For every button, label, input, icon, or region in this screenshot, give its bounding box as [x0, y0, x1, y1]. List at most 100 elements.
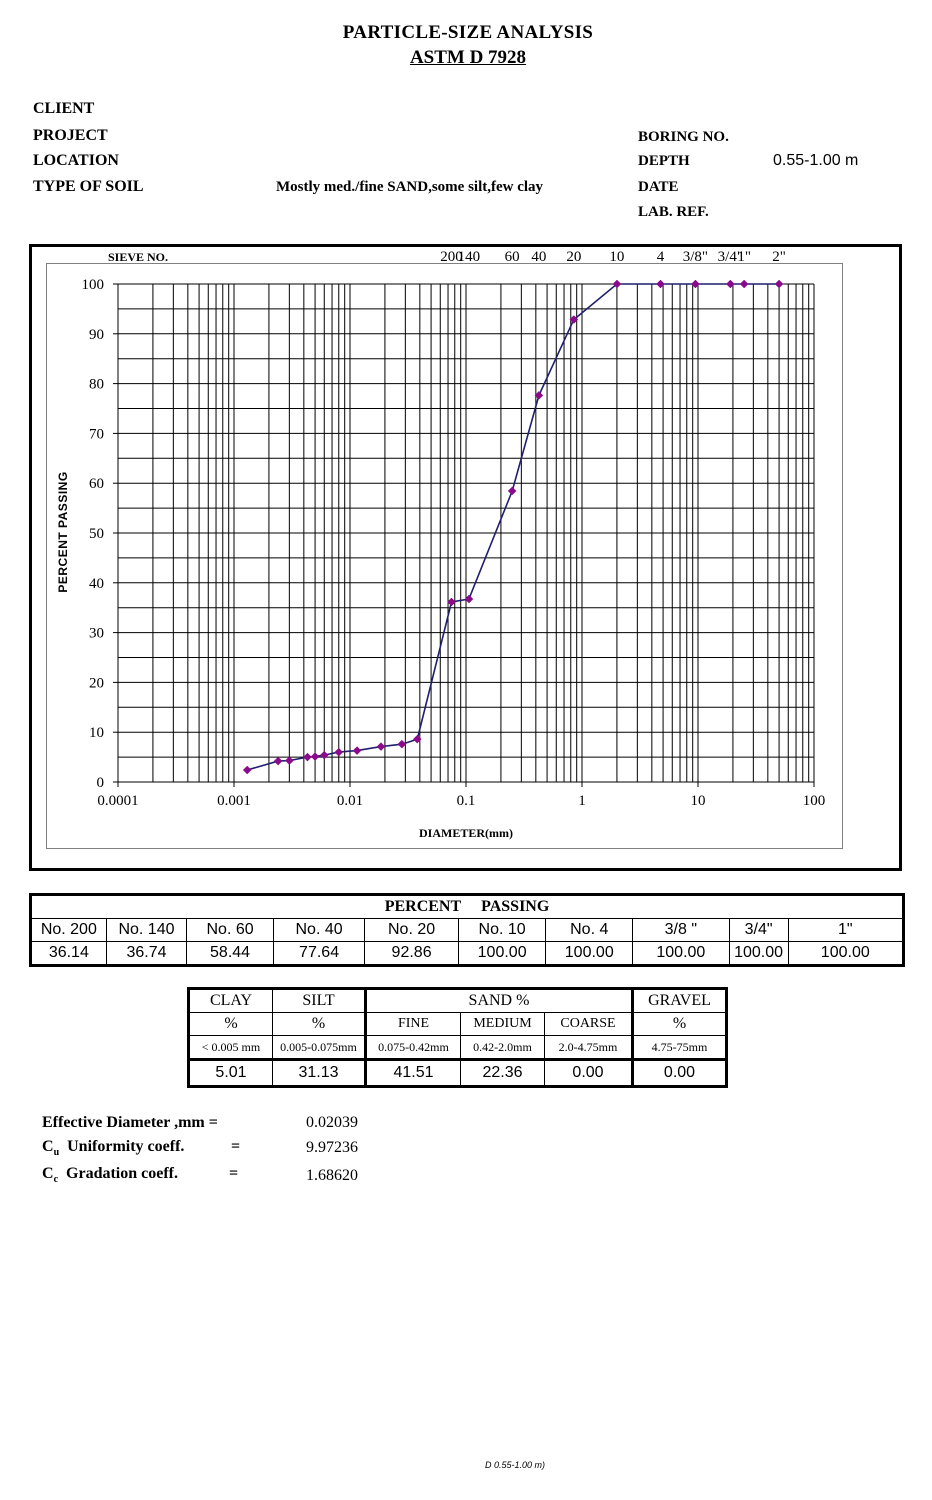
passing-header-2: No. 60 — [186, 918, 274, 942]
sieve-label: 20 — [566, 249, 581, 265]
x-tick-label: 1 — [578, 793, 586, 809]
passing-value-8: 100.00 — [728, 941, 789, 966]
passing-header-7: 3/8 " — [632, 918, 730, 942]
passing-value-9: 100.00 — [787, 941, 905, 966]
passing-header-3: No. 40 — [272, 918, 366, 942]
data-point — [310, 752, 320, 761]
y-tick-label: 90 — [89, 327, 104, 343]
soil-type-label: TYPE OF SOIL — [33, 178, 144, 195]
y-axis-label: PERCENT PASSING — [56, 471, 70, 592]
data-point — [412, 734, 422, 744]
medium-range: 0.42-2.0mm — [460, 1035, 545, 1060]
fine-value: 41.51 — [364, 1058, 461, 1087]
gradation-curve — [246, 283, 780, 771]
passing-header-9: 1" — [787, 918, 905, 942]
report-standard: ASTM D 7928 — [409, 47, 527, 68]
passing-value-6: 100.00 — [545, 941, 634, 966]
passing-header-6: No. 4 — [545, 918, 634, 942]
labref-label: LAB. REF. — [638, 204, 709, 220]
x-tick-label: 100 — [803, 793, 826, 809]
effective-diameter-value: 0.02039 — [306, 1114, 358, 1131]
clay-range: < 0.005 mm — [188, 1035, 273, 1060]
y-tick-label: 0 — [97, 775, 105, 791]
client-label: CLIENT — [33, 100, 95, 117]
x-tick-label: 0.001 — [217, 793, 251, 809]
page-footer: D 0.55-1.00 m) — [484, 1460, 546, 1470]
medium-value: 22.36 — [460, 1058, 545, 1087]
sieve-label: 40 — [531, 249, 546, 265]
x-axis-label: DIAMETER(mm) — [419, 826, 513, 840]
passing-value-1: 36.74 — [105, 941, 188, 966]
sand-medium-header: MEDIUM — [460, 1012, 545, 1036]
sieve-label: 10 — [609, 249, 624, 265]
sieve-label: 4 — [657, 249, 665, 265]
passing-header-0: No. 200 — [30, 918, 107, 942]
gravel-pct: % — [632, 1012, 727, 1036]
data-point — [284, 756, 294, 765]
sieve-label: 3/4" — [718, 249, 743, 265]
uniformity-coeff-value: 9.97236 — [306, 1139, 358, 1156]
x-tick-label: 0.01 — [337, 793, 363, 809]
coarse-value: 0.00 — [544, 1058, 634, 1087]
passing-value-0: 36.14 — [30, 941, 107, 966]
data-point — [352, 746, 362, 755]
y-tick-label: 100 — [82, 277, 105, 293]
gradation-coeff-label: Cc Gradation coeff. — [42, 1165, 178, 1186]
gradation-coeff-equals: = — [229, 1165, 239, 1182]
y-tick-label: 50 — [89, 526, 104, 542]
passing-header-8: 3/4" — [728, 918, 789, 942]
passing-header-1: No. 140 — [105, 918, 188, 942]
sand-fine-header: FINE — [364, 1012, 461, 1036]
data-point — [774, 279, 784, 289]
boring-label: BORING NO. — [638, 129, 729, 145]
uniformity-coeff-equals: = — [231, 1138, 241, 1155]
soil-type-value: Mostly med./fine SAND,some silt,few clay — [276, 179, 544, 195]
sieve-label: 200 — [440, 249, 463, 265]
data-point — [612, 279, 622, 289]
silt-pct: % — [272, 1012, 366, 1036]
data-point — [376, 742, 386, 751]
data-point — [569, 315, 579, 324]
sieve-label: 2" — [772, 249, 786, 265]
clay-pct: % — [188, 1012, 273, 1036]
data-point — [739, 279, 749, 289]
chart-inner-frame — [46, 263, 843, 849]
x-tick-label: 0.0001 — [97, 793, 138, 809]
depth-value: 0.55-1.00 m — [773, 152, 859, 169]
data-point — [507, 486, 517, 496]
sand-coarse-header: COARSE — [544, 1012, 634, 1036]
sieve-label: 140 — [458, 249, 481, 265]
data-point — [334, 747, 344, 757]
data-point — [319, 750, 329, 760]
passing-value-7: 100.00 — [632, 941, 730, 966]
uniformity-coeff-label: Cu Uniformity coeff. — [42, 1138, 185, 1159]
passing-value-5: 100.00 — [457, 941, 547, 966]
data-point — [397, 739, 407, 749]
sieve-label: 1" — [737, 249, 751, 265]
soil-classification-table: CLAY SILT SAND % GRAVEL % % FINE MEDIUM … — [187, 987, 728, 1088]
y-tick-label: 10 — [89, 725, 104, 741]
depth-label: DEPTH — [638, 153, 690, 169]
y-tick-label: 70 — [89, 426, 104, 442]
data-point — [303, 752, 312, 762]
sand-header: SAND % — [364, 988, 634, 1013]
data-point — [447, 597, 456, 607]
y-tick-label: 80 — [89, 377, 104, 393]
project-label: PROJECT — [33, 127, 108, 144]
effective-diameter-label: Effective Diameter ,mm = — [42, 1114, 218, 1131]
coarse-range: 2.0-4.75mm — [544, 1035, 634, 1060]
data-point — [691, 279, 700, 289]
location-label: LOCATION — [33, 152, 119, 169]
report-title: PARTICLE-SIZE ANALYSIS — [342, 22, 594, 43]
sieve-label: 60 — [505, 249, 520, 265]
y-tick-label: 40 — [89, 576, 104, 592]
gradation-coeff-value: 1.68620 — [306, 1167, 358, 1184]
data-point — [242, 765, 252, 775]
data-point — [273, 756, 283, 766]
passing-value-3: 77.64 — [272, 941, 366, 966]
passing-value-4: 92.86 — [364, 941, 459, 966]
passing-value-2: 58.44 — [186, 941, 274, 966]
data-point — [464, 594, 474, 604]
gravel-header: GRAVEL — [632, 988, 727, 1013]
y-tick-label: 20 — [89, 675, 104, 691]
